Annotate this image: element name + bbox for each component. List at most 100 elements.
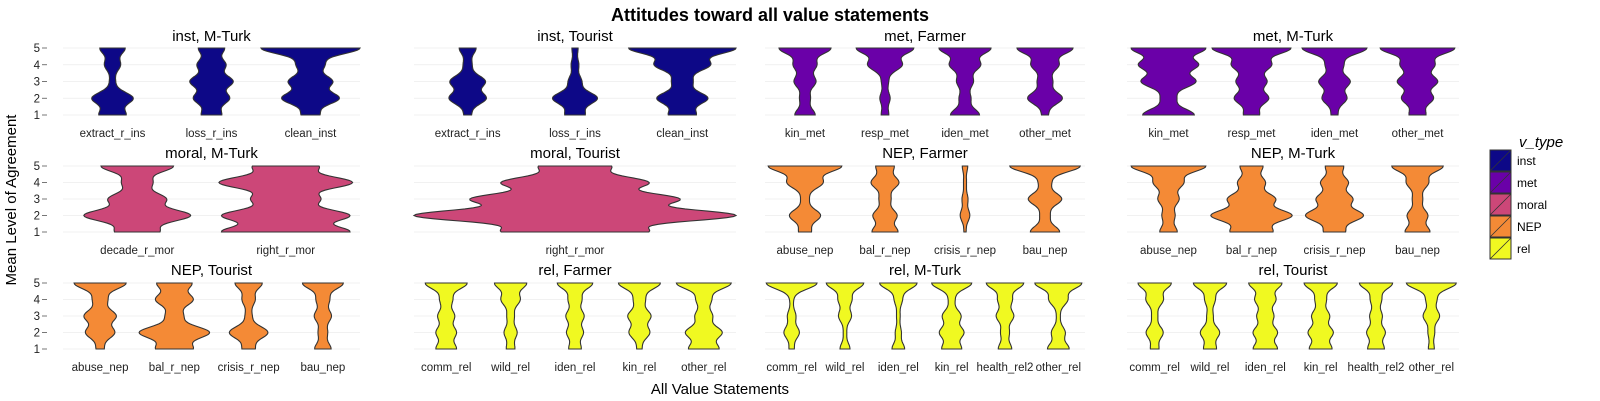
violin-kin-met bbox=[1130, 47, 1207, 116]
panel-strip-label: NEP, Farmer bbox=[882, 145, 968, 162]
panel-rel-tourist: rel, Tourist comm_rel wild_rel iden_rel kin_… bbox=[1127, 262, 1459, 374]
violin-iden-rel bbox=[879, 282, 918, 350]
chart-title: Attitudes toward all value statements bbox=[611, 5, 929, 25]
violin-wild-rel bbox=[493, 282, 528, 350]
violin-wild-rel bbox=[825, 282, 865, 350]
violin-other-rel bbox=[1405, 282, 1457, 350]
panel-strip-label: rel, Farmer bbox=[538, 262, 611, 279]
y-tick-label: 4 bbox=[34, 60, 41, 72]
legend: v_type inst met moral NEP rel bbox=[1489, 134, 1563, 260]
legend-label: met bbox=[1517, 176, 1538, 190]
panel-strip-label: NEP, M-Turk bbox=[1251, 145, 1336, 162]
legend-label: inst bbox=[1517, 154, 1536, 168]
panel-inst-m-turk: inst, M-Turk extract_r_ins loss_r_ins clean… bbox=[63, 28, 362, 140]
violin-bau-nep bbox=[1391, 165, 1444, 233]
violin-bal-r-nep bbox=[870, 165, 900, 233]
x-tick-label: abuse_nep bbox=[72, 362, 129, 374]
x-tick-label: loss_r_ins bbox=[549, 128, 601, 140]
x-tick-label: kin_rel bbox=[935, 362, 969, 374]
violin-other-rel bbox=[675, 282, 732, 350]
violin-crisis-r-nep bbox=[959, 165, 971, 233]
violin-bau-nep bbox=[1008, 165, 1082, 233]
violin-wild-rel bbox=[1192, 282, 1228, 350]
violin-abuse-nep bbox=[767, 165, 843, 233]
panel-strip-label: NEP, Tourist bbox=[171, 262, 253, 279]
violin-abuse-nep bbox=[73, 282, 127, 350]
x-tick-label: bal_r_nep bbox=[1226, 245, 1277, 257]
panel-strip-label: met, Farmer bbox=[884, 28, 966, 45]
violin-iden-rel bbox=[556, 282, 594, 350]
violin-crisis-r-nep bbox=[228, 282, 269, 350]
x-tick-label: abuse_nep bbox=[777, 245, 834, 257]
y-tick-label: 5 bbox=[34, 43, 40, 55]
legend-label: NEP bbox=[1517, 220, 1542, 234]
x-tick-label: iden_rel bbox=[1245, 362, 1286, 374]
violin-kin-rel bbox=[617, 282, 661, 350]
panel-moral-m-turk: moral, M-Turk decade_r_mor right_r_mor bbox=[63, 145, 360, 257]
violin-loss-r-ins bbox=[189, 47, 234, 116]
violin-iden-rel bbox=[1248, 282, 1283, 350]
x-tick-label: comm_rel bbox=[766, 362, 816, 374]
violin-right-r-mor bbox=[218, 165, 354, 233]
panel-moral-tourist: moral, Tourist right_r_mor bbox=[412, 145, 738, 257]
x-tick-label: abuse_nep bbox=[1140, 245, 1197, 257]
panel-strip-label: rel, M-Turk bbox=[889, 262, 961, 279]
facet-panels: inst, M-Turk extract_r_ins loss_r_ins clean… bbox=[63, 28, 1459, 374]
y-tick-label: 5 bbox=[34, 278, 40, 290]
x-tick-label: clean_inst bbox=[285, 128, 338, 140]
x-tick-label: other_met bbox=[1392, 128, 1445, 140]
x-tick-label: iden_rel bbox=[878, 362, 919, 374]
panel-nep-farmer: NEP, Farmer abuse_nep bal_r_nep crisis_r_ne… bbox=[765, 145, 1085, 257]
violin-right-r-mor bbox=[412, 165, 738, 233]
y-tick-label: 4 bbox=[34, 178, 41, 190]
x-tick-label: loss_r_ins bbox=[186, 128, 238, 140]
violin-extract-r-ins bbox=[448, 47, 488, 116]
panel-nep-tourist: NEP, Tourist abuse_nep bal_r_nep crisis_r_n… bbox=[63, 262, 360, 374]
legend-label: rel bbox=[1517, 242, 1530, 256]
y-tick-label: 2 bbox=[34, 328, 40, 340]
x-tick-label: health_rel2 bbox=[1348, 362, 1405, 374]
x-tick-label: resp_met bbox=[861, 128, 910, 140]
x-tick-label: kin_rel bbox=[1304, 362, 1338, 374]
y-tick-label: 3 bbox=[34, 77, 40, 89]
x-tick-label: clean_inst bbox=[656, 128, 709, 140]
x-tick-label: other_met bbox=[1019, 128, 1072, 140]
x-axis-title: All Value Statements bbox=[651, 381, 789, 398]
violin-decade-r-mor bbox=[83, 165, 192, 233]
x-tick-label: bau_nep bbox=[1395, 245, 1440, 257]
x-tick-label: other_rel bbox=[1409, 362, 1454, 374]
violin-comm-rel bbox=[1137, 282, 1172, 350]
x-tick-label: decade_r_mor bbox=[100, 245, 174, 257]
legend-key-stroke bbox=[1489, 171, 1512, 194]
violin-kin-rel bbox=[1303, 282, 1338, 350]
x-tick-label: comm_rel bbox=[421, 362, 471, 374]
violin-other-met bbox=[1016, 47, 1074, 116]
violin-iden-met bbox=[938, 47, 992, 116]
x-tick-label: bal_r_nep bbox=[149, 362, 200, 374]
x-tick-label: crisis_r_nep bbox=[934, 245, 996, 257]
violin-kin-rel bbox=[930, 282, 973, 350]
legend-key-stroke bbox=[1489, 193, 1512, 216]
panel-strip-label: inst, Tourist bbox=[537, 28, 613, 45]
y-tick-label: 1 bbox=[34, 344, 40, 356]
x-tick-label: bal_r_nep bbox=[859, 245, 910, 257]
x-tick-label: extract_r_ins bbox=[435, 128, 501, 140]
panel-met-farmer: met, Farmer kin_met resp_met iden_met other_… bbox=[765, 28, 1085, 140]
y-axis-title: Mean Level of Agreement bbox=[3, 114, 20, 286]
violin-bau-nep bbox=[301, 282, 345, 350]
violin-comm-rel bbox=[765, 282, 818, 350]
legend-key-stroke bbox=[1489, 149, 1512, 172]
panel-rel-m-turk: rel, M-Turk comm_rel wild_rel iden_rel kin_r… bbox=[765, 262, 1085, 374]
x-tick-label: bau_nep bbox=[300, 362, 345, 374]
panel-nep-m-turk: NEP, M-Turk abuse_nep bal_r_nep crisis_r_ne… bbox=[1127, 145, 1459, 257]
violin-comm-rel bbox=[424, 282, 468, 350]
x-tick-label: comm_rel bbox=[1129, 362, 1179, 374]
x-tick-label: kin_met bbox=[785, 128, 826, 140]
violin-bal-r-nep bbox=[138, 282, 211, 350]
x-tick-label: iden_met bbox=[1311, 128, 1359, 140]
violin-clean-inst bbox=[627, 47, 737, 116]
violin-health-rel2 bbox=[1358, 282, 1394, 350]
x-tick-label: resp_met bbox=[1228, 128, 1277, 140]
x-tick-label: wild_rel bbox=[490, 362, 530, 374]
panel-met-m-turk: met, M-Turk kin_met resp_met iden_met other_… bbox=[1127, 28, 1459, 140]
